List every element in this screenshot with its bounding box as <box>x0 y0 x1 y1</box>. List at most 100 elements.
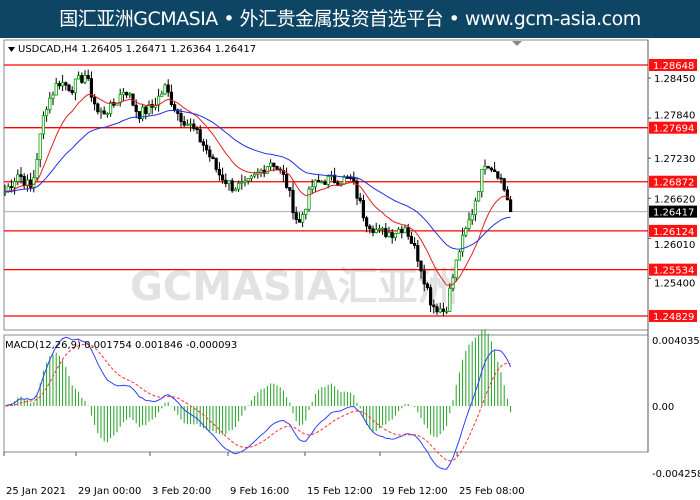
candle-body <box>403 227 407 234</box>
candle-body <box>416 245 420 262</box>
candle-body <box>96 103 100 113</box>
candle-body <box>460 234 465 253</box>
level-label-bg <box>649 263 697 276</box>
candle-body <box>364 217 369 227</box>
level-label-bg <box>649 224 697 237</box>
candle-body <box>288 187 292 191</box>
candle-body <box>99 110 103 113</box>
candle-body <box>224 179 228 185</box>
chart-title: USDCAD,H4 1.26405 1.26471 1.26364 1.2641… <box>18 44 256 55</box>
candle-body <box>12 181 17 188</box>
candle-body <box>326 176 330 185</box>
macd-title: MACD(12,26,9) 0.001754 0.001846 -0.00009… <box>5 340 237 351</box>
y-tick-label: 1.26620 <box>654 194 695 205</box>
candle-body <box>227 180 231 185</box>
candle-body <box>163 84 167 95</box>
candle-body <box>323 181 327 185</box>
candle-body <box>307 188 311 210</box>
y-tick-label: 1.27230 <box>654 154 695 165</box>
candle-body <box>160 93 164 97</box>
candle-body <box>396 228 401 234</box>
candle-body <box>300 214 305 223</box>
candle-body <box>9 186 13 188</box>
candle-body <box>89 78 93 98</box>
candle-body <box>67 84 71 91</box>
x-tick-label: 29 Jan 00:00 <box>78 486 141 497</box>
candle-body <box>496 171 500 179</box>
candle-body <box>406 227 410 237</box>
candle-body <box>188 123 193 126</box>
candle-body <box>348 177 353 179</box>
candle-body <box>422 270 426 285</box>
level-label: 1.27694 <box>653 124 694 135</box>
y-tick-label: 1.28450 <box>654 74 695 85</box>
candle-body <box>246 178 250 182</box>
macd-tick-label: -0.004258 <box>652 469 700 480</box>
collapse-icon[interactable] <box>8 47 15 52</box>
macd-line <box>4 336 512 470</box>
candle-body <box>51 94 55 99</box>
level-label-bg <box>649 59 697 71</box>
candle-body <box>211 156 215 159</box>
candle-body <box>204 144 209 151</box>
macd-tick-label: 0.004035 <box>652 336 700 347</box>
candle-body <box>233 188 237 192</box>
candle-body <box>240 181 244 184</box>
candle-body <box>384 227 388 238</box>
candle-body <box>492 169 497 173</box>
candle-body <box>198 129 202 143</box>
candle-body <box>470 214 474 221</box>
candle-body <box>156 95 161 106</box>
shift-marker-icon[interactable] <box>512 41 522 46</box>
candle-body <box>371 228 375 234</box>
candle-body <box>387 232 391 238</box>
candle-body <box>28 179 33 188</box>
candle-body <box>83 75 87 83</box>
candle-body <box>217 169 221 176</box>
candle-body <box>454 259 458 279</box>
candle-body <box>128 93 132 96</box>
candle-body <box>134 104 138 112</box>
candle-body <box>48 97 52 110</box>
candle-body <box>467 219 471 229</box>
level-label: 1.24829 <box>653 312 694 323</box>
candle-body <box>121 91 125 95</box>
candle-body <box>22 176 26 186</box>
candle-body <box>435 306 439 313</box>
main-panel <box>3 39 649 331</box>
candle-body <box>400 228 404 234</box>
candle-body <box>147 104 151 115</box>
candle-body <box>320 181 324 184</box>
macd-tick-label: 0.00 <box>652 402 674 413</box>
candle-body <box>35 159 39 179</box>
candle-body <box>102 110 106 115</box>
candle-body <box>64 82 68 86</box>
candle-body <box>390 232 394 239</box>
candle-body <box>41 115 46 135</box>
candle-body <box>502 178 506 191</box>
candle-body <box>409 235 414 244</box>
candle-body <box>176 109 180 114</box>
candle-body <box>144 106 148 115</box>
candle-body <box>265 166 270 174</box>
candle-body <box>172 104 177 111</box>
y-tick-label: 1.27840 <box>654 111 695 122</box>
candle-body <box>249 175 253 179</box>
candle-body <box>457 251 462 261</box>
candle-body <box>352 177 356 182</box>
candle-body <box>313 179 318 188</box>
level-label: 1.26872 <box>653 178 694 189</box>
candle-body <box>61 82 65 87</box>
candle-body <box>448 287 452 312</box>
x-tick-label: 3 Feb 20:00 <box>152 486 211 497</box>
candle-body <box>297 219 302 223</box>
candle-body <box>508 199 513 213</box>
level-label-bg <box>649 309 697 322</box>
level-label: 1.28648 <box>653 61 694 72</box>
candle-body <box>169 91 173 105</box>
candle-body <box>505 189 510 201</box>
candle-body <box>243 180 247 183</box>
candle-body <box>304 208 308 215</box>
candle-body <box>432 304 436 308</box>
